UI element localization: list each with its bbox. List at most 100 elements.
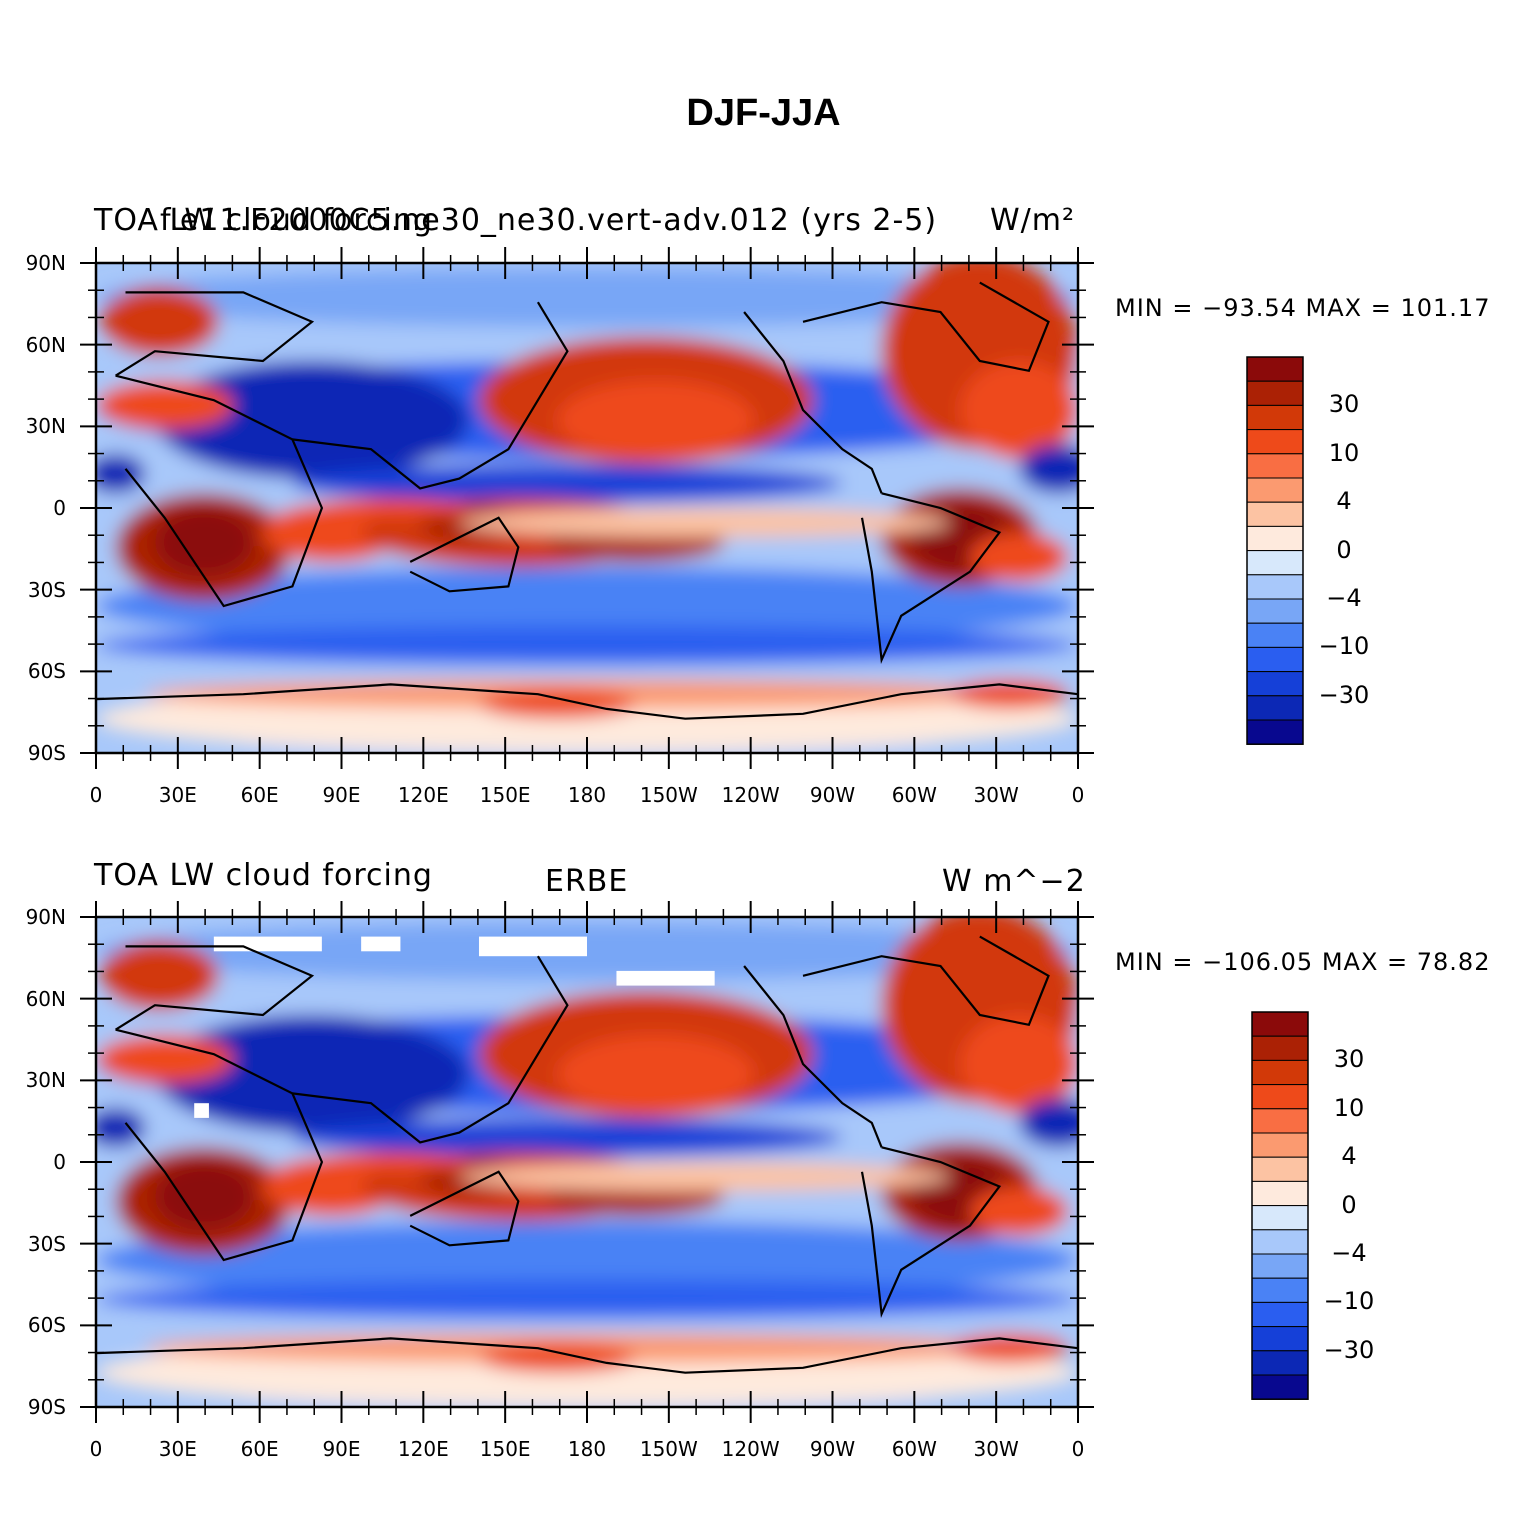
field-contour-patch [96,566,1078,646]
lon-tick-label: 0 [89,783,103,807]
field-contour-patch [557,1034,754,1114]
lon-tick-label: 60E [240,1437,279,1461]
lon-tick-label: 120W [721,1437,780,1461]
lat-tick-label: 0 [53,496,66,520]
colorbar-box [1246,695,1304,721]
field-contour-patch [960,1015,1078,1113]
field-contour-patch [478,1343,637,1373]
colorbar-box [1251,1084,1309,1110]
colorbar-box [1246,429,1304,455]
colorbar-box [1251,1350,1309,1376]
panel2-map [96,917,1078,1407]
lat-tick-label: 90S [27,1395,66,1419]
colorbar-label: 0 [1336,535,1352,564]
field-contour-patch [100,287,219,357]
lat-tick-label: 90N [25,251,66,275]
field-contour-patch [1019,444,1078,494]
lon-tick-label: 90E [322,783,361,807]
panel2-center-title: ERBE [545,864,629,899]
field-contour-patch [262,1157,401,1216]
colorbar-label: 10 [1333,1093,1365,1122]
field-contour-patch [96,380,234,430]
colorbar-frame [1251,1011,1309,1400]
colorbar-box [1246,501,1304,527]
colorbar-frame [1246,356,1304,745]
lon-tick-label: 60W [891,1437,937,1461]
field-contour-patch [312,1152,470,1172]
lon-tick-label: 180 [567,1437,607,1461]
lat-tick-label: 90S [27,741,66,765]
colorbar-box [1251,1205,1309,1231]
missing-data-patch [478,936,587,957]
lon-tick-label: 120E [397,1437,449,1461]
figure-title: DJF-JJA [686,92,841,134]
colorbar-box [1246,380,1304,406]
colorbar-box [1251,1253,1309,1279]
colorbar-label: 4 [1336,487,1352,516]
field-contour-patch [100,941,219,1011]
colorbar-label: 0 [1341,1190,1357,1219]
coastline [409,516,520,593]
coastline [292,955,569,1144]
panel2-min-max: MIN = −106.05 MAX = 78.82 [1115,948,1491,976]
colorbar-box [1246,598,1304,624]
field-contour-patch [1019,1098,1078,1148]
colorbar-box [1246,671,1304,697]
colorbar-box [1251,1011,1309,1037]
field-contour-patch [557,380,754,459]
colorbar-box [1251,1132,1309,1158]
colorbar-box [1251,1277,1309,1303]
missing-data-patch [194,1103,209,1118]
lon-tick-label: 150W [639,783,698,807]
field-contour-patch [950,679,1069,709]
panel2-units: W m^−2 [942,864,1086,899]
lon-tick-label: 90E [322,1437,361,1461]
colorbar-box [1251,1229,1309,1255]
panel2-left-title: TOA LW cloud forcing [94,858,433,893]
field-contour-patch [292,1117,843,1158]
missing-data-patch [361,936,401,952]
colorbar-box [1246,477,1304,503]
colorbar-label: 30 [1328,390,1360,419]
field-contour-patch [154,361,470,479]
missing-data-patch [616,970,715,986]
colorbar-box [1246,404,1304,431]
colorbar-box [1251,1326,1309,1352]
coastline [292,301,569,490]
lat-tick-label: 30S [27,577,66,602]
coastline [115,291,315,377]
panel1-map [96,263,1078,753]
colorbar-box [1251,1059,1309,1086]
colorbar-box [1251,1156,1309,1182]
lon-tick-label: 120W [721,783,780,807]
colorbar-box [1246,550,1304,576]
colorbar-box [1246,646,1304,673]
lon-tick-label: 30W [973,1437,1019,1461]
field-contour-patch [96,1034,234,1084]
colorbar-box [1246,525,1304,552]
coastline [860,492,1002,665]
panel1-units: W/m² [990,203,1076,238]
colorbar-box [1246,622,1304,648]
field-contour-patch [262,503,401,562]
coastline [96,683,1078,720]
lat-tick-label: 60S [27,659,66,684]
lat-tick-label: 60N [25,986,66,1011]
colorbar-label: −10 [1318,632,1370,661]
field-contour-patch [154,1015,470,1133]
colorbar-label: 4 [1341,1142,1357,1171]
lat-tick-label: 90N [25,905,66,929]
field-contour-patch [459,1162,951,1192]
colorbar-box [1246,574,1304,600]
coastline [115,1028,324,1262]
coastline [115,374,324,608]
panel1-left-title: TOA LW cloud forcing [94,203,433,238]
lon-tick-label: 60E [240,783,279,807]
lon-tick-label: 0 [89,1437,103,1461]
field-contour-patch [969,1186,1069,1236]
field-contour-patch [154,1162,254,1231]
panel1-min-max: MIN = −93.54 MAX = 101.17 [1115,294,1491,322]
lat-tick-label: 60S [27,1313,66,1338]
field-contour-patch [96,1279,1078,1319]
lon-tick-label: 150E [479,1437,531,1461]
